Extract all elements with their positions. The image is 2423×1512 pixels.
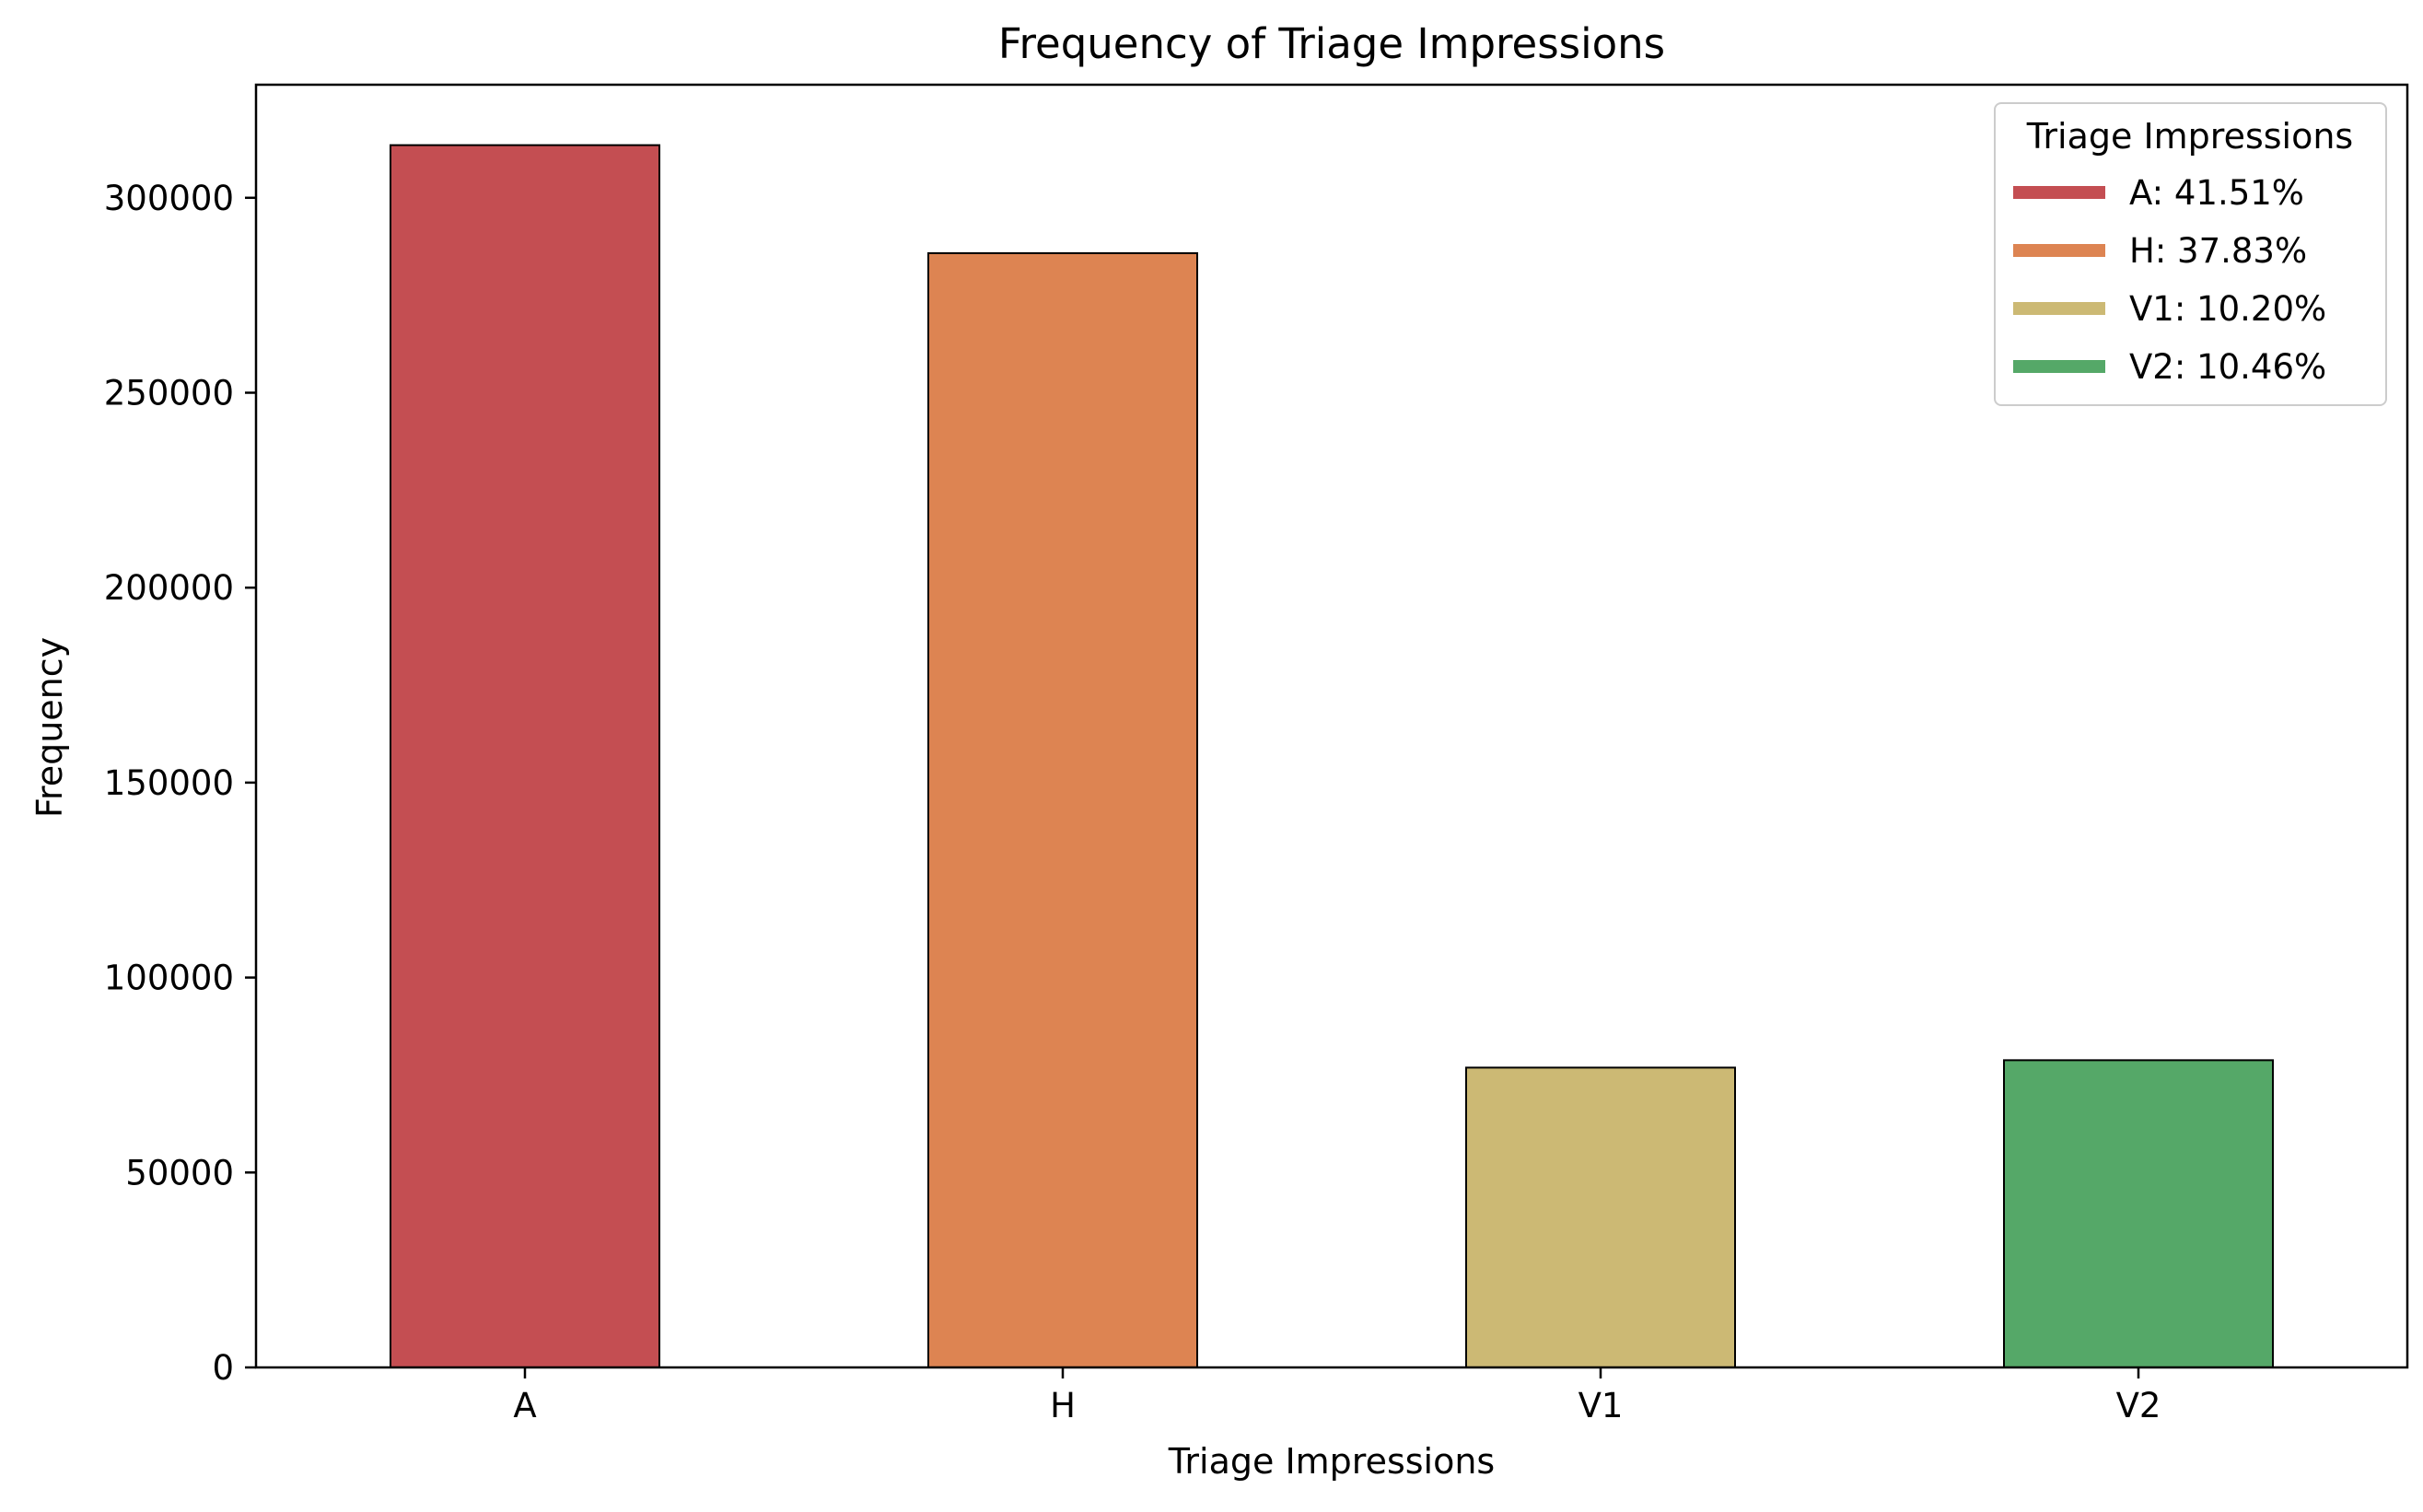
x-tick-label: A — [513, 1386, 536, 1425]
y-tick-label: 250000 — [104, 373, 234, 413]
x-axis-label: Triage Impressions — [1168, 1441, 1495, 1482]
y-tick-label: 150000 — [104, 763, 234, 803]
x-tick-label: V1 — [1578, 1386, 1624, 1425]
legend-entries: A: 41.51% H: 37.83% V1: 10.20% V2: 10.46% — [2013, 173, 2326, 387]
legend-title: Triage Impressions — [2026, 116, 2353, 157]
legend: Triage Impressions A: 41.51% H: 37.83% V1:… — [1994, 102, 2387, 406]
bars-group — [390, 144, 2274, 1368]
legend-box — [1994, 102, 2387, 406]
y-axis-label: Frequency — [29, 637, 70, 818]
legend-entry-label: A: 41.51% — [2129, 173, 2304, 213]
legend-entry-label: H: 37.83% — [2129, 231, 2307, 271]
legend-swatch — [2013, 360, 2105, 373]
y-tick-label: 200000 — [104, 568, 234, 608]
bar-a — [390, 144, 660, 1368]
chart-title: Frequency of Triage Impressions — [998, 19, 1665, 68]
legend-swatch — [2013, 186, 2105, 199]
legend-entry-label: V1: 10.20% — [2129, 289, 2326, 329]
x-tick-label: H — [1050, 1386, 1076, 1425]
x-tick-label: V2 — [2116, 1386, 2161, 1425]
bar-h — [927, 251, 1198, 1368]
y-tick-label: 50000 — [125, 1153, 234, 1192]
plot-area-frame — [254, 83, 2409, 1369]
y-tick-label: 300000 — [104, 179, 234, 218]
bar-v2 — [2003, 1059, 2274, 1368]
y-tick-label: 0 — [212, 1348, 234, 1388]
legend-entry-label: V2: 10.46% — [2129, 347, 2326, 387]
legend-swatch — [2013, 302, 2105, 315]
y-axis-ticks: 0 50000 100000 150000 200000 250000 300000 — [104, 179, 256, 1388]
legend-swatch — [2013, 244, 2105, 257]
bar-v1 — [1465, 1066, 1736, 1368]
y-tick-label: 100000 — [104, 959, 234, 998]
x-axis-ticks: A H V1 V2 — [513, 1367, 2161, 1425]
